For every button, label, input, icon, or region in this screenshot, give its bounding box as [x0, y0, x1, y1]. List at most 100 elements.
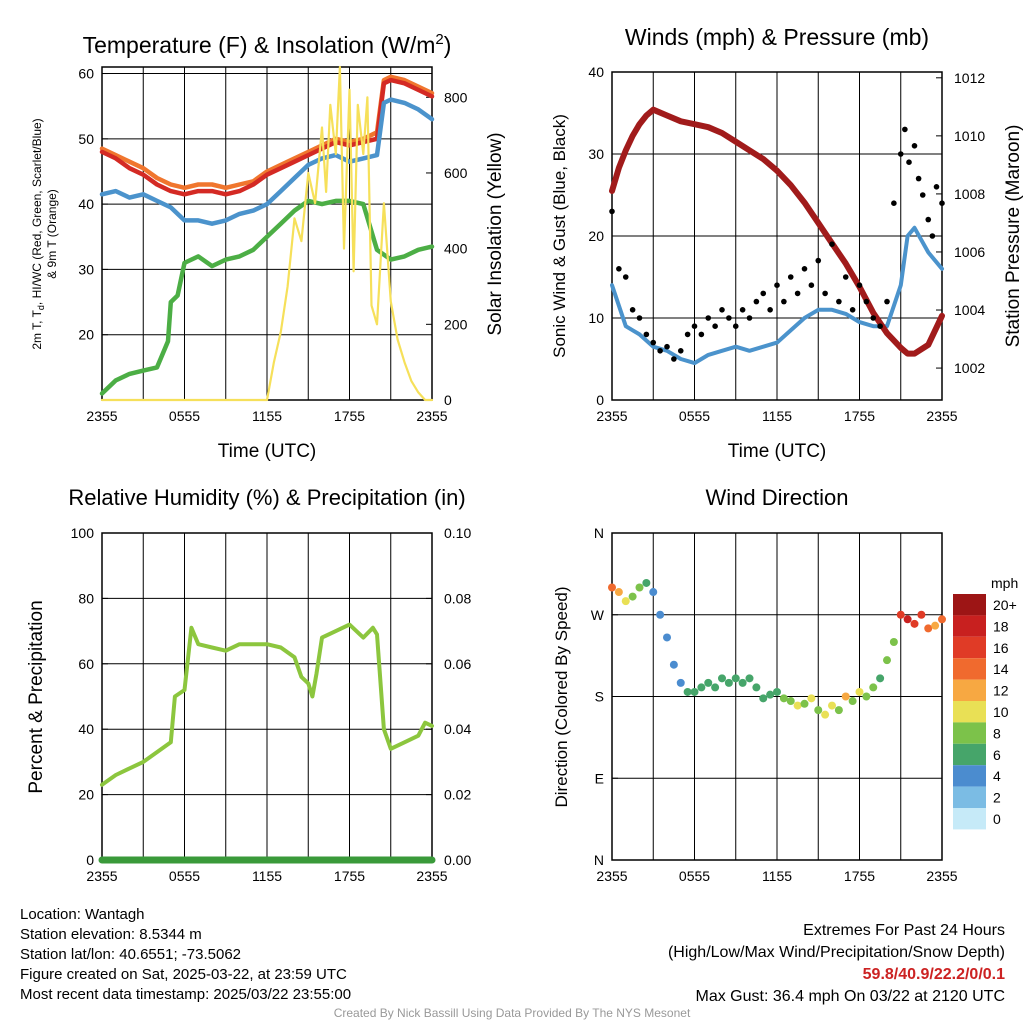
gust-point [622, 274, 629, 280]
direction-point [834, 706, 843, 715]
legend-label: 14 [993, 661, 1009, 677]
gust-point [781, 298, 787, 305]
y-tick-label: W [591, 607, 605, 623]
legend-label: 2 [993, 790, 1001, 806]
x-tick-label: 0555 [169, 868, 200, 884]
gust-point [657, 348, 663, 354]
gust-point [911, 143, 918, 149]
y-tick-label: 80 [78, 590, 94, 606]
gust-point [753, 298, 760, 305]
direction-point [663, 633, 671, 642]
gust-point [636, 315, 643, 321]
gust-point [739, 307, 746, 313]
direction-point [628, 592, 637, 601]
gust-point [933, 184, 940, 190]
panel-temp: 2355 0555 1155 1755 235520304050600200400600… [30, 31, 506, 462]
direction-point [889, 638, 898, 646]
gust-point [671, 356, 677, 362]
direction-point [704, 678, 713, 687]
x-tick-label: 2355 [596, 408, 627, 424]
direction-point [697, 683, 706, 692]
direction-point [862, 692, 871, 701]
direction-point [931, 621, 940, 630]
y2-axis-label: Station Pressure (Maroon) [1003, 125, 1024, 348]
direction-point [608, 583, 616, 592]
gust-point [906, 159, 912, 165]
legend-label: 8 [993, 725, 1001, 741]
y2-tick-label: 1012 [954, 70, 985, 86]
panel-rh: 2355 0555 1155 1755 23550204060801000.000.02… [26, 485, 471, 884]
gust-point [609, 208, 615, 215]
direction-point [910, 619, 919, 628]
y-axis-label: Percent & Precipitation [26, 600, 47, 793]
y-tick-label: N [594, 852, 604, 868]
gust-point [698, 331, 705, 338]
figure-created: Figure created on Sat, 2025-03-22, at 23… [20, 966, 347, 983]
legend-swatch [953, 594, 986, 616]
x-tick-label: 0555 [679, 408, 710, 424]
y-tick-label: S [595, 689, 604, 705]
direction-point [635, 583, 644, 592]
y2-tick-label: 0.00 [444, 852, 471, 868]
y-tick-label: 0 [86, 852, 94, 868]
y-label-subscript: d [36, 305, 46, 310]
extremes-title: Extremes For Past 24 Hours [803, 922, 1005, 939]
legend-label: 4 [993, 768, 1001, 784]
direction-point [669, 660, 678, 669]
direction-point [779, 694, 788, 703]
legend-label: 18 [993, 618, 1009, 634]
x-tick-label: 1155 [252, 408, 282, 424]
direction-point [642, 578, 651, 587]
chart-title: Relative Humidity (%) & Precipitation (i… [68, 485, 465, 510]
speed-legend: mph 20+ 18 16 14 12 10 8 6 4 2 0 [953, 575, 1018, 830]
max-gust: Max Gust: 36.4 mph On 03/22 at 2120 UTC [695, 988, 1006, 1005]
x-tick-label: 2355 [86, 868, 117, 884]
direction-point [656, 610, 665, 619]
title-text: Temperature (F) & Insolation (W/m [83, 32, 436, 58]
title-superscript: 2 [435, 31, 443, 48]
legend-swatch [953, 679, 986, 701]
y2-tick-label: 1002 [954, 360, 985, 376]
direction-point [848, 697, 857, 706]
gust-point [719, 307, 725, 313]
gust-point [616, 266, 622, 272]
y-tick-label: 10 [588, 310, 604, 326]
gust-point [836, 298, 842, 305]
legend-swatch [953, 786, 986, 808]
x-tick-label: 2355 [926, 868, 957, 884]
y-tick-label: 30 [78, 261, 94, 277]
y-axis-label: Direction (Colored By Speed) [552, 586, 571, 807]
y-tick-label: E [595, 770, 604, 786]
chart-title: Winds (mph) & Pressure (mb) [625, 24, 929, 50]
y-tick-label: 30 [588, 146, 604, 162]
x-tick-label: 2355 [86, 408, 117, 424]
gust-point [767, 307, 773, 313]
y2-tick-label: 0.02 [444, 787, 471, 803]
y2-tick-label: 0.06 [444, 656, 471, 672]
direction-point [876, 674, 885, 683]
y-label-part: , HI/WC (Red, Green, Scarlet/Blue) [30, 118, 44, 305]
direction-point [924, 624, 933, 633]
gust-point [856, 282, 863, 289]
y-tick-label: 40 [78, 721, 94, 737]
gust-point [732, 323, 739, 330]
direction-point [711, 683, 720, 692]
direction-point [883, 656, 891, 665]
gust-point [726, 315, 732, 321]
y2-tick-label: 600 [444, 165, 468, 181]
legend-label: 20+ [993, 597, 1017, 613]
direction-point [814, 706, 823, 715]
x-tick-label: 0555 [679, 868, 710, 884]
direction-point [738, 678, 747, 687]
station-location: Location: Wantagh [20, 906, 145, 923]
direction-point [821, 710, 830, 719]
y2-tick-label: 0 [444, 392, 452, 408]
y2-tick-label: 1008 [954, 186, 985, 202]
x-tick-label: 1755 [334, 408, 365, 424]
gust-point [902, 126, 908, 133]
gust-point [774, 282, 780, 289]
gust-point [849, 307, 856, 313]
extremes-values: 59.8/40.9/22.2/0/0.1 [862, 966, 1005, 983]
extremes-panel: Extremes For Past 24 Hours (High/Low/Max… [668, 920, 1005, 1008]
direction-point [917, 610, 926, 619]
